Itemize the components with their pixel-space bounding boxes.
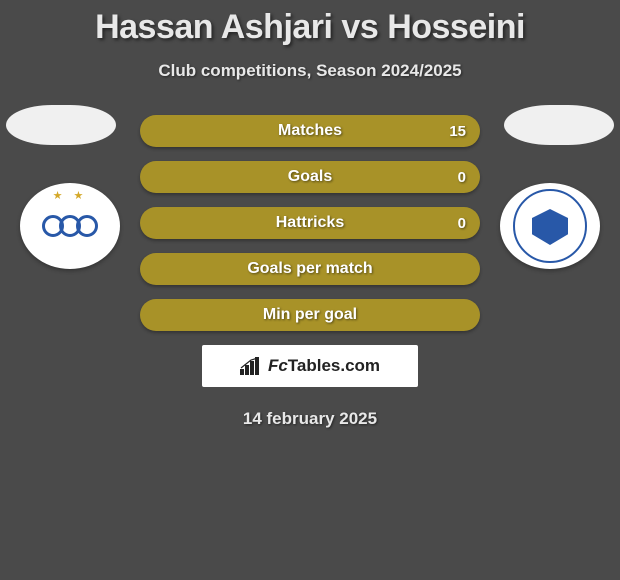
comparison-content: ★ ★ Matches 15 Goals 0 Hattricks 0 — [0, 115, 620, 429]
stat-label: Matches — [278, 122, 342, 140]
malavan-badge-icon — [513, 189, 587, 263]
player-left-placeholder — [6, 105, 116, 145]
branding-text: FcTables.com — [268, 356, 380, 376]
stat-right-value: 15 — [449, 123, 466, 140]
stat-right-value: 0 — [458, 169, 466, 186]
player-right-placeholder — [504, 105, 614, 145]
stat-label: Min per goal — [263, 306, 357, 324]
branding-box: FcTables.com — [202, 345, 418, 387]
esteghlal-badge-icon: ★ ★ — [35, 191, 105, 261]
page-title: Hassan Ashjari vs Hosseini — [0, 0, 620, 47]
stat-rows-container: Matches 15 Goals 0 Hattricks 0 Goals per… — [140, 115, 480, 331]
club-badge-left: ★ ★ — [20, 183, 120, 269]
stat-label: Goals — [288, 168, 332, 186]
stat-row-matches: Matches 15 — [140, 115, 480, 147]
comparison-date: 14 february 2025 — [0, 409, 620, 429]
stat-label: Hattricks — [276, 214, 344, 232]
bar-chart-icon — [240, 357, 262, 375]
stat-row-min-per-goal: Min per goal — [140, 299, 480, 331]
page-subtitle: Club competitions, Season 2024/2025 — [0, 61, 620, 81]
club-badge-right — [500, 183, 600, 269]
stat-right-value: 0 — [458, 215, 466, 232]
stat-label: Goals per match — [247, 260, 372, 278]
stat-row-goals: Goals 0 — [140, 161, 480, 193]
stat-row-goals-per-match: Goals per match — [140, 253, 480, 285]
stat-row-hattricks: Hattricks 0 — [140, 207, 480, 239]
